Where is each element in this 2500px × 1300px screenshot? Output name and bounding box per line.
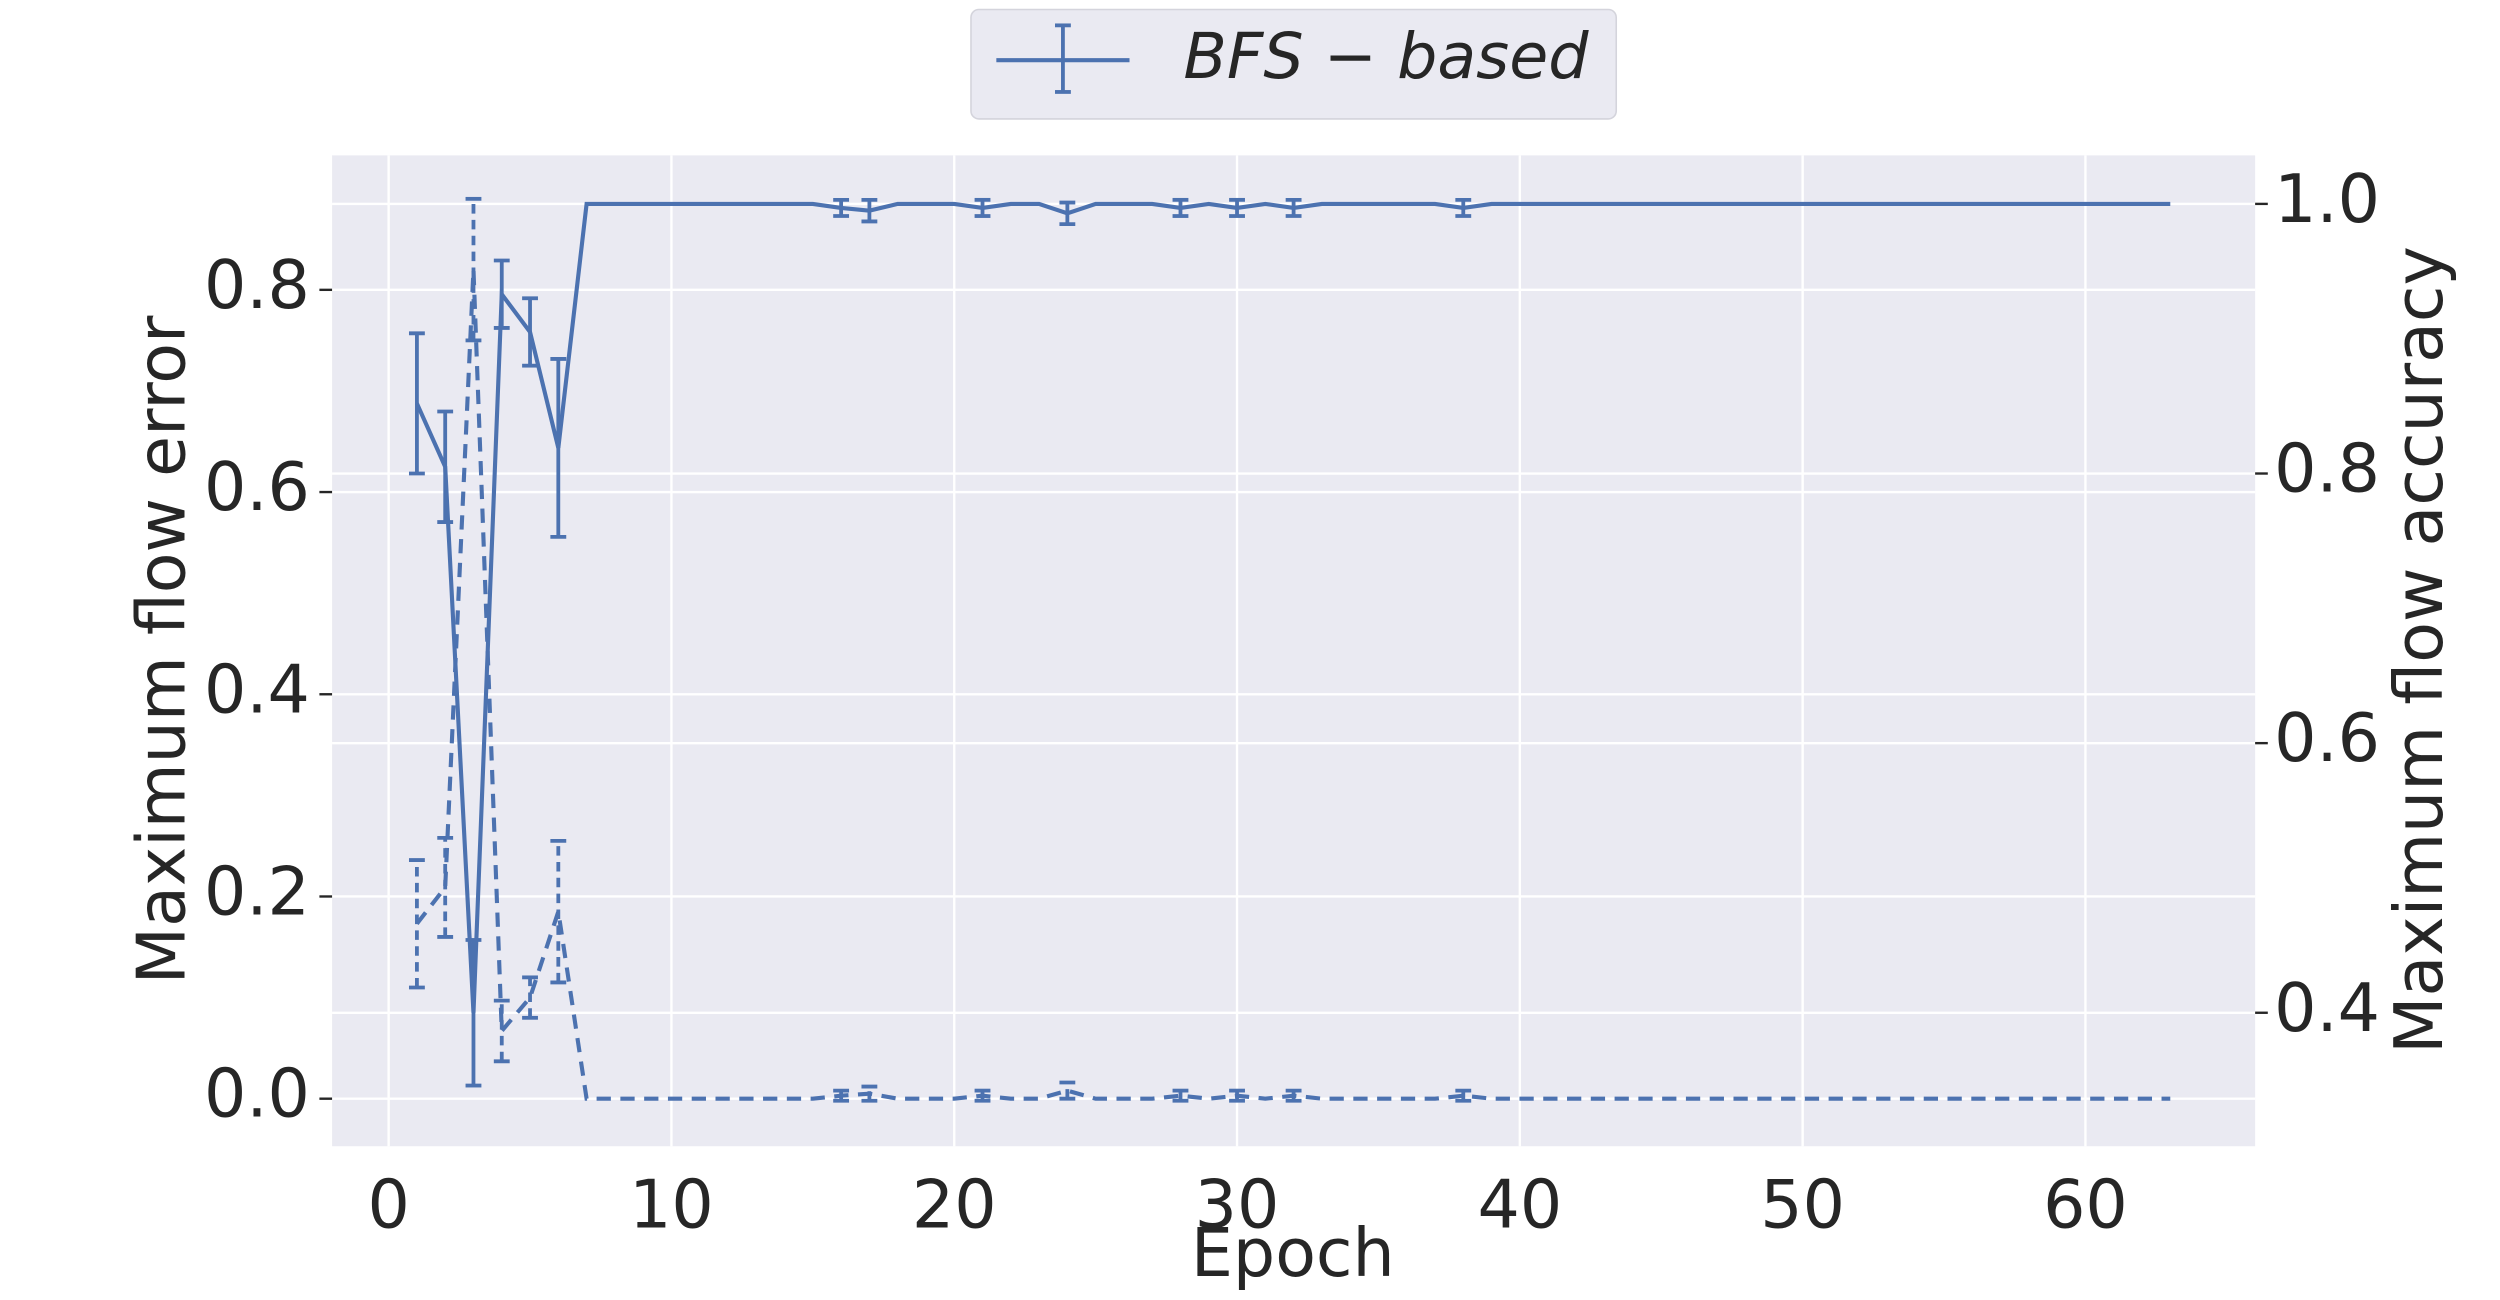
error-bar — [522, 296, 538, 368]
x-tick-label: 0 — [367, 1166, 409, 1244]
error-bar — [408, 858, 425, 990]
x-tick-label: 50 — [1760, 1166, 1845, 1244]
y2-axis-label: Maximum flow accuracy — [2380, 246, 2458, 1054]
error-bar — [1229, 197, 1245, 218]
error-bar — [1172, 1088, 1189, 1103]
x-axis-label: Epoch — [1191, 1214, 1395, 1292]
error-bar — [493, 998, 510, 1064]
error-bar — [1172, 197, 1189, 218]
error-bar — [493, 258, 510, 330]
legend-label: BFS − based — [1183, 19, 1589, 93]
error-bar — [1059, 1080, 1076, 1101]
y2-tick-label: 0.8 — [2274, 430, 2380, 508]
y-tick-label: 0.0 — [204, 1055, 310, 1133]
y-axis-label: Maximum flow error — [123, 315, 201, 984]
plot-area — [332, 155, 2256, 1147]
error-bar — [465, 196, 482, 343]
error-bar — [1285, 1088, 1302, 1103]
x-tick-label: 40 — [1477, 1166, 1562, 1244]
y2-tick-label: 1.0 — [2274, 160, 2380, 238]
error-bar — [974, 1088, 991, 1103]
x-tick-label: 60 — [2043, 1166, 2128, 1244]
error-bar — [1455, 1088, 1472, 1103]
error-bar — [408, 331, 425, 476]
y-tick-label: 0.6 — [204, 448, 310, 526]
error-bar — [1059, 200, 1076, 227]
legend: BFS − based — [970, 8, 1618, 120]
x-tick-label: 20 — [912, 1166, 997, 1244]
legend-box — [970, 8, 1618, 120]
grid — [332, 155, 2256, 1147]
x-tick-label: 30 — [1195, 1166, 1280, 1244]
y2-tick-label: 0.6 — [2274, 699, 2380, 777]
error-bar — [522, 975, 538, 1020]
error-bar — [550, 357, 567, 539]
error-bar — [861, 197, 878, 224]
y-tick-label: 0.2 — [204, 853, 310, 931]
error-bar — [833, 1088, 850, 1103]
y2-tick-label: 0.4 — [2274, 969, 2380, 1047]
error-bar — [437, 409, 454, 524]
error-bar — [550, 838, 567, 985]
error-bar — [833, 197, 850, 218]
error-bar — [437, 835, 454, 939]
error-bar — [1455, 197, 1472, 218]
marks — [408, 196, 2171, 1103]
x-tick-label: 10 — [629, 1166, 714, 1244]
error-bar — [974, 197, 991, 218]
error-bar — [465, 938, 482, 1088]
error-bar — [1229, 1088, 1245, 1103]
error-bar — [1285, 197, 1302, 218]
y-tick-label: 0.4 — [204, 650, 310, 728]
y-tick-label: 0.8 — [204, 246, 310, 324]
error-bar — [861, 1084, 878, 1103]
